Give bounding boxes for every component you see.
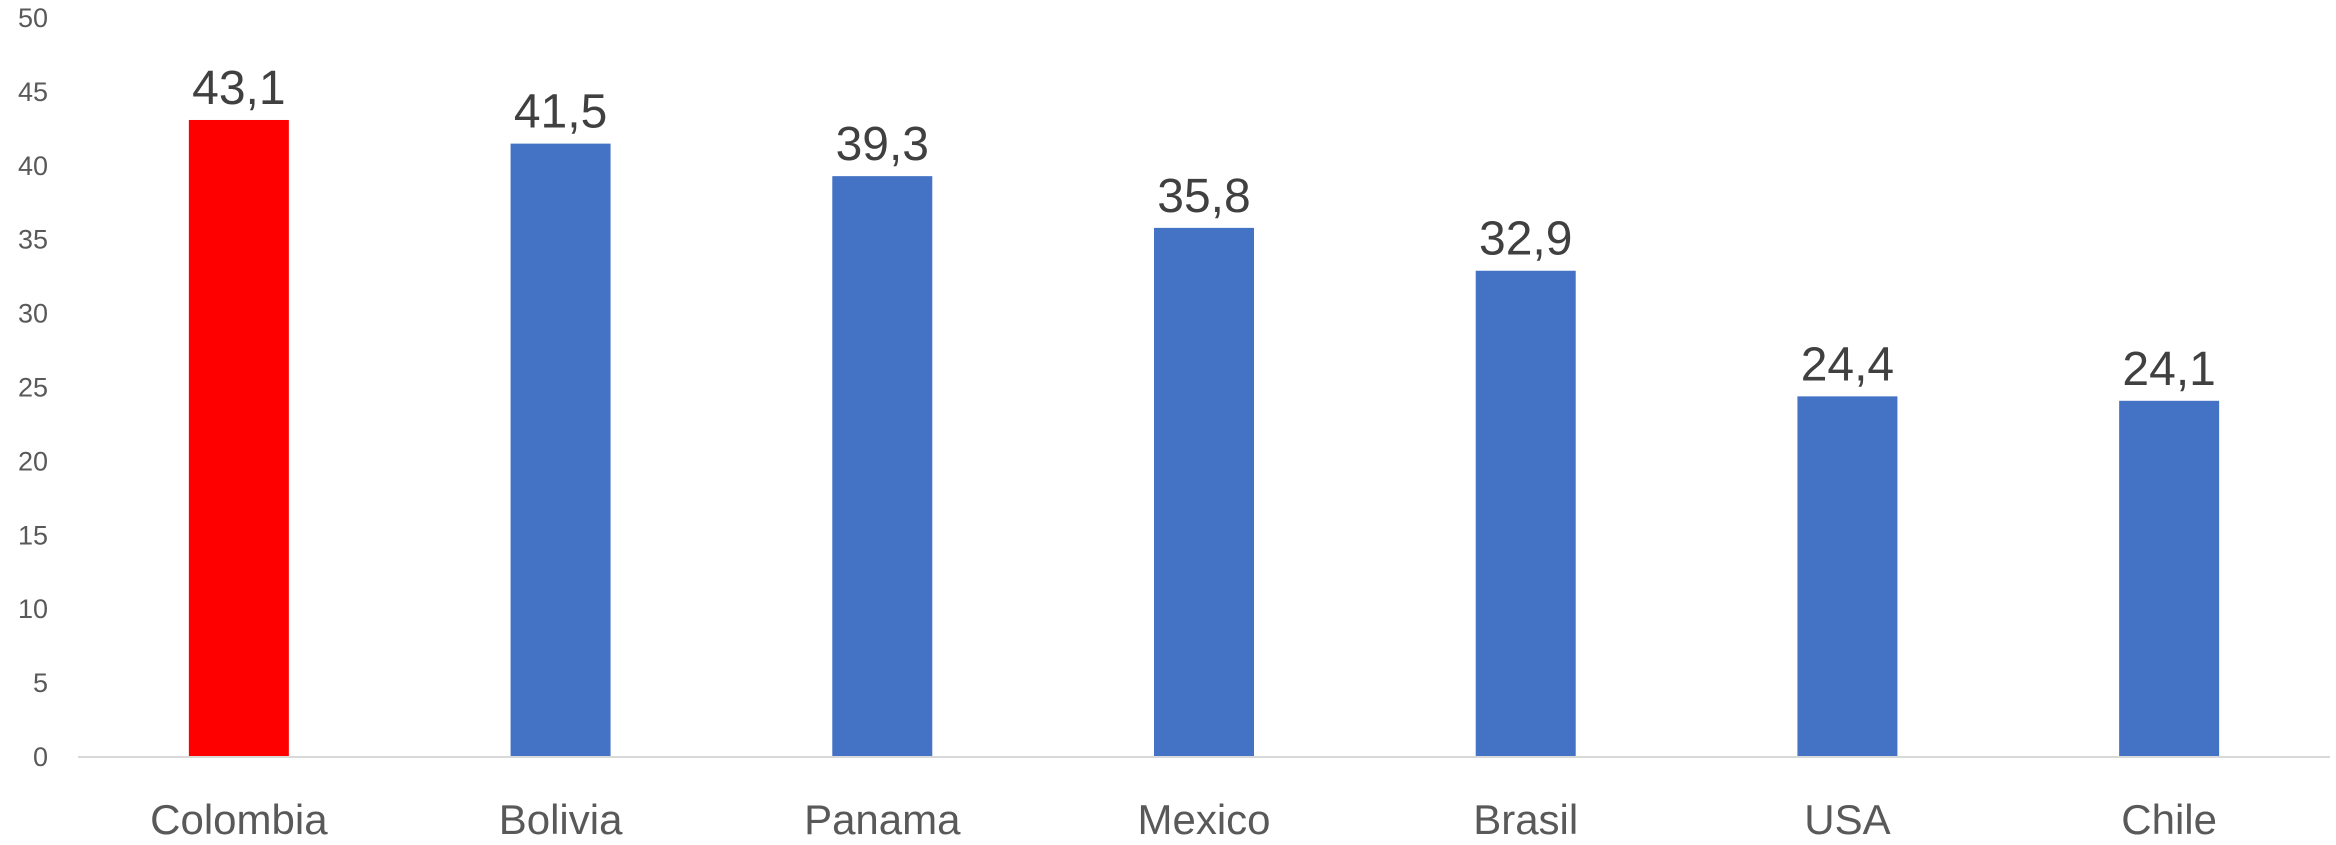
y-tick-label: 0 <box>33 742 48 772</box>
data-label: 41,5 <box>514 86 607 139</box>
x-tick-label: Chile <box>2121 796 2217 840</box>
bars <box>188 119 2220 758</box>
y-tick-label: 40 <box>18 151 48 181</box>
y-tick-label: 15 <box>18 520 48 550</box>
data-label: 24,1 <box>2122 343 2215 396</box>
bar-chile <box>2119 400 2220 757</box>
data-label: 39,3 <box>836 118 929 171</box>
bar-panama <box>832 176 933 757</box>
bar-colombia <box>188 119 289 758</box>
x-tick-label: Brasil <box>1473 796 1578 840</box>
data-label: 43,1 <box>192 62 285 115</box>
x-tick-label: Mexico <box>1137 796 1270 840</box>
y-tick-label: 20 <box>18 446 48 476</box>
y-tick-label: 45 <box>18 77 48 107</box>
y-tick-label: 25 <box>18 373 48 403</box>
x-tick-label: Bolivia <box>499 796 623 840</box>
bar-mexico <box>1154 227 1254 758</box>
y-tick-label: 50 <box>18 3 48 33</box>
data-labels: 43,1 41,5 39,3 35,8 32,9 24,4 24,1 <box>192 62 2216 396</box>
data-label: 35,8 <box>1157 170 1250 223</box>
bar-usa <box>1797 396 1898 757</box>
data-label: 32,9 <box>1479 213 1572 266</box>
x-tick-label: USA <box>1804 796 1890 840</box>
y-tick-label: 10 <box>18 594 48 624</box>
y-tick-label: 30 <box>18 299 48 329</box>
x-axis-ticks: Colombia Bolivia Panama Mexico Brasil USA Chil… <box>150 796 2217 843</box>
bar-bolivia <box>510 143 611 757</box>
x-tick-label: Colombia <box>150 796 328 840</box>
y-tick-label: 35 <box>18 225 48 255</box>
y-tick-label: 5 <box>33 668 48 698</box>
bar-brasil <box>1475 270 1576 757</box>
x-tick-label: Panama <box>804 796 961 840</box>
data-label: 24,4 <box>1801 338 1894 391</box>
y-axis-ticks: 0 5 10 15 20 25 30 35 40 45 50 <box>18 3 48 772</box>
